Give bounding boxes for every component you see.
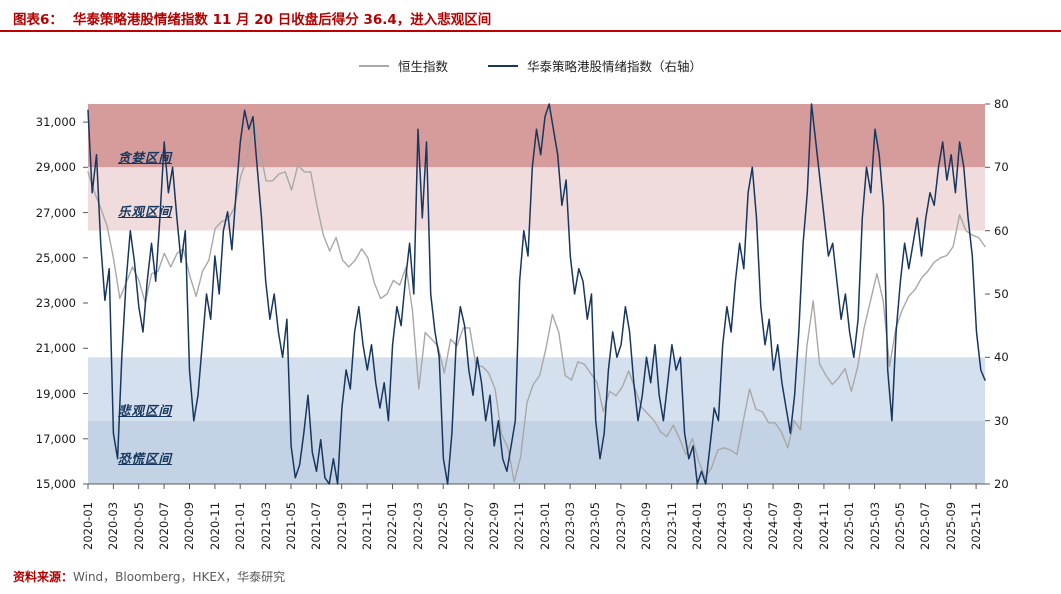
x-axis-tick-label: 2022-01 <box>385 501 399 550</box>
x-axis-tick-label: 2020-01 <box>81 501 95 550</box>
x-axis-tick-label: 2022-11 <box>512 501 526 550</box>
x-axis-labels: 2020-01 2020-03 2020-05 2020-07 2020-09 2020-… <box>81 484 985 570</box>
legend-item-sentiment: 华泰策略港股情绪指数（右轴） <box>488 56 702 75</box>
left-axis-tick-label: 21,000 <box>35 341 76 355</box>
right-axis-tick-label: 50 <box>994 287 1009 301</box>
left-axis-tick-label: 15,000 <box>35 477 76 491</box>
x-axis-tick-label: 2020-09 <box>182 501 196 550</box>
right-axis-tick-label: 40 <box>994 350 1009 364</box>
x-axis-tick-label: 2024-11 <box>817 501 831 550</box>
right-axis-tick-label: 30 <box>994 414 1009 428</box>
figure-number-label: 图表6： <box>13 12 63 28</box>
x-axis-tick-label: 2022-07 <box>462 501 476 550</box>
x-axis-tick-label: 2021-09 <box>335 501 349 550</box>
zone-band-pessimism <box>88 357 985 421</box>
left-axis-tick-label: 17,000 <box>35 432 76 446</box>
x-axis-tick-label: 2025-11 <box>969 501 983 550</box>
left-axis-tick-label: 19,000 <box>35 387 76 401</box>
source-label: 资料来源： <box>13 570 74 584</box>
zone-label-panic: 恐慌区间 <box>118 451 173 466</box>
source-text: Wind，Bloomberg，HKEX，华泰研究 <box>73 570 286 584</box>
legend-item-hsi: 恒生指数 <box>358 56 448 75</box>
figure-title-text: 华泰策略港股情绪指数 11 月 20 日收盘后得分 36.4，进入悲观区间 <box>72 12 492 28</box>
legend-line-sample-sentiment <box>488 64 518 67</box>
x-axis-tick-label: 2021-05 <box>284 501 298 550</box>
right-axis-tick-label: 60 <box>994 224 1009 238</box>
x-axis-tick-label: 2020-05 <box>132 501 146 550</box>
x-axis-tick-label: 2023-11 <box>665 501 679 550</box>
figure-title: 图表6： 华泰策略港股情绪指数 11 月 20 日收盘后得分 36.4，进入悲观区… <box>13 8 491 28</box>
x-axis-tick-label: 2023-01 <box>538 501 552 550</box>
chart-canvas <box>83 103 990 489</box>
left-axis-tick-label: 29,000 <box>35 160 76 174</box>
figure-title-rule: 图表6： 华泰策略港股情绪指数 11 月 20 日收盘后得分 36.4，进入悲观区… <box>0 0 1061 32</box>
left-axis-tick-label: 25,000 <box>35 251 76 265</box>
chart-legend: 恒生指数 华泰策略港股情绪指数（右轴） <box>0 56 1061 75</box>
right-axis-tick-label: 80 <box>994 97 1009 111</box>
left-axis-tick-label: 31,000 <box>35 115 76 129</box>
x-axis-tick-label: 2025-03 <box>868 501 882 550</box>
x-axis-tick-label: 2022-05 <box>436 501 450 550</box>
zone-band-panic <box>88 420 985 484</box>
left-axis-labels: 15,000 17,000 19,000 21,000 23,000 25,000 27,0… <box>0 104 82 491</box>
x-axis-tick-label: 2024-01 <box>690 501 704 550</box>
x-axis-tick-label: 2025-09 <box>944 501 958 550</box>
right-axis-labels: 20 30 40 50 60 70 80 <box>990 97 1030 491</box>
x-axis-tick-label: 2023-05 <box>588 501 602 550</box>
x-axis-tick-label: 2021-11 <box>360 501 374 550</box>
hsi-line-series <box>87 121 986 483</box>
x-axis-tick-label: 2025-01 <box>842 501 856 550</box>
x-axis-tick-label: 2020-03 <box>106 501 120 550</box>
x-axis-tick-label: 2024-09 <box>791 501 805 550</box>
legend-line-sample-hsi <box>358 64 389 67</box>
x-axis-tick-label: 2023-09 <box>639 501 653 550</box>
legend-label-hsi: 恒生指数 <box>397 59 448 74</box>
zone-label-pessimism: 悲观区间 <box>118 403 173 418</box>
zone-label-greed: 贪婪区间 <box>118 150 173 165</box>
left-axis-tick-label: 23,000 <box>35 296 76 310</box>
x-axis-tick-label: 2020-11 <box>208 501 222 550</box>
x-axis-tick-label: 2024-05 <box>741 501 755 550</box>
zone-label-optimism: 乐观区间 <box>118 204 173 219</box>
sentiment-line-series <box>87 103 986 485</box>
x-axis-tick-label: 2021-03 <box>259 501 273 550</box>
x-axis-tick-label: 2023-03 <box>563 501 577 550</box>
source-note: 资料来源：Wind，Bloomberg，HKEX，华泰研究 <box>13 568 285 585</box>
x-axis-tick-label: 2024-03 <box>715 501 729 550</box>
chart-plot-area: 贪婪区间乐观区间悲观区间恐慌区间 <box>83 103 990 489</box>
x-axis-tick-label: 2024-07 <box>766 501 780 550</box>
right-axis-tick-label: 70 <box>994 160 1009 174</box>
x-axis-tick-label: 2022-03 <box>411 501 425 550</box>
x-axis-tick-label: 2022-09 <box>487 501 501 550</box>
x-axis-tick-label: 2020-07 <box>157 501 171 550</box>
x-axis-tick-label: 2023-07 <box>614 501 628 550</box>
left-axis-tick-label: 27,000 <box>35 206 76 220</box>
x-axis-tick-label: 2021-01 <box>233 501 247 550</box>
right-axis-tick-label: 20 <box>994 477 1009 491</box>
x-axis-tick-label: 2025-07 <box>918 501 932 550</box>
x-axis-tick-label: 2025-05 <box>893 501 907 550</box>
x-axis-tick-label: 2021-07 <box>309 501 323 550</box>
legend-label-sentiment: 华泰策略港股情绪指数（右轴） <box>527 59 703 74</box>
